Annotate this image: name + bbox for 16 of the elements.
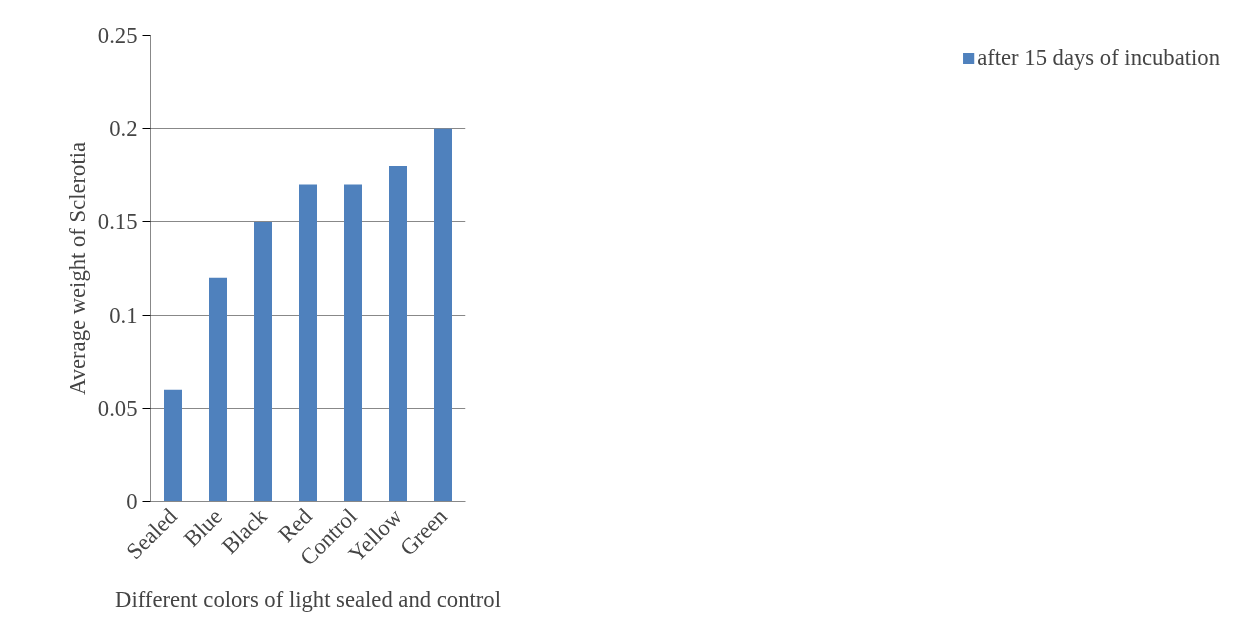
bar <box>164 389 182 502</box>
y-axis-title: Average weight of Sclerotia <box>64 141 90 396</box>
bar <box>434 128 452 502</box>
y-tick-label: 0.2 <box>109 116 138 142</box>
y-tick-label: 0.1 <box>109 302 138 328</box>
x-axis-title: Different colors of light sealed and control <box>115 587 501 613</box>
legend-label: after 15 days of incubation <box>977 45 1220 71</box>
bar <box>389 165 407 502</box>
bar <box>254 221 272 502</box>
y-tick-label: 0 <box>126 489 138 514</box>
y-tick-label: 0.05 <box>97 395 138 421</box>
bar <box>299 184 317 502</box>
y-tick-label: 0.15 <box>97 209 138 235</box>
bar <box>344 184 362 502</box>
bar <box>209 277 227 502</box>
y-tick-label: 0.25 <box>97 23 138 48</box>
